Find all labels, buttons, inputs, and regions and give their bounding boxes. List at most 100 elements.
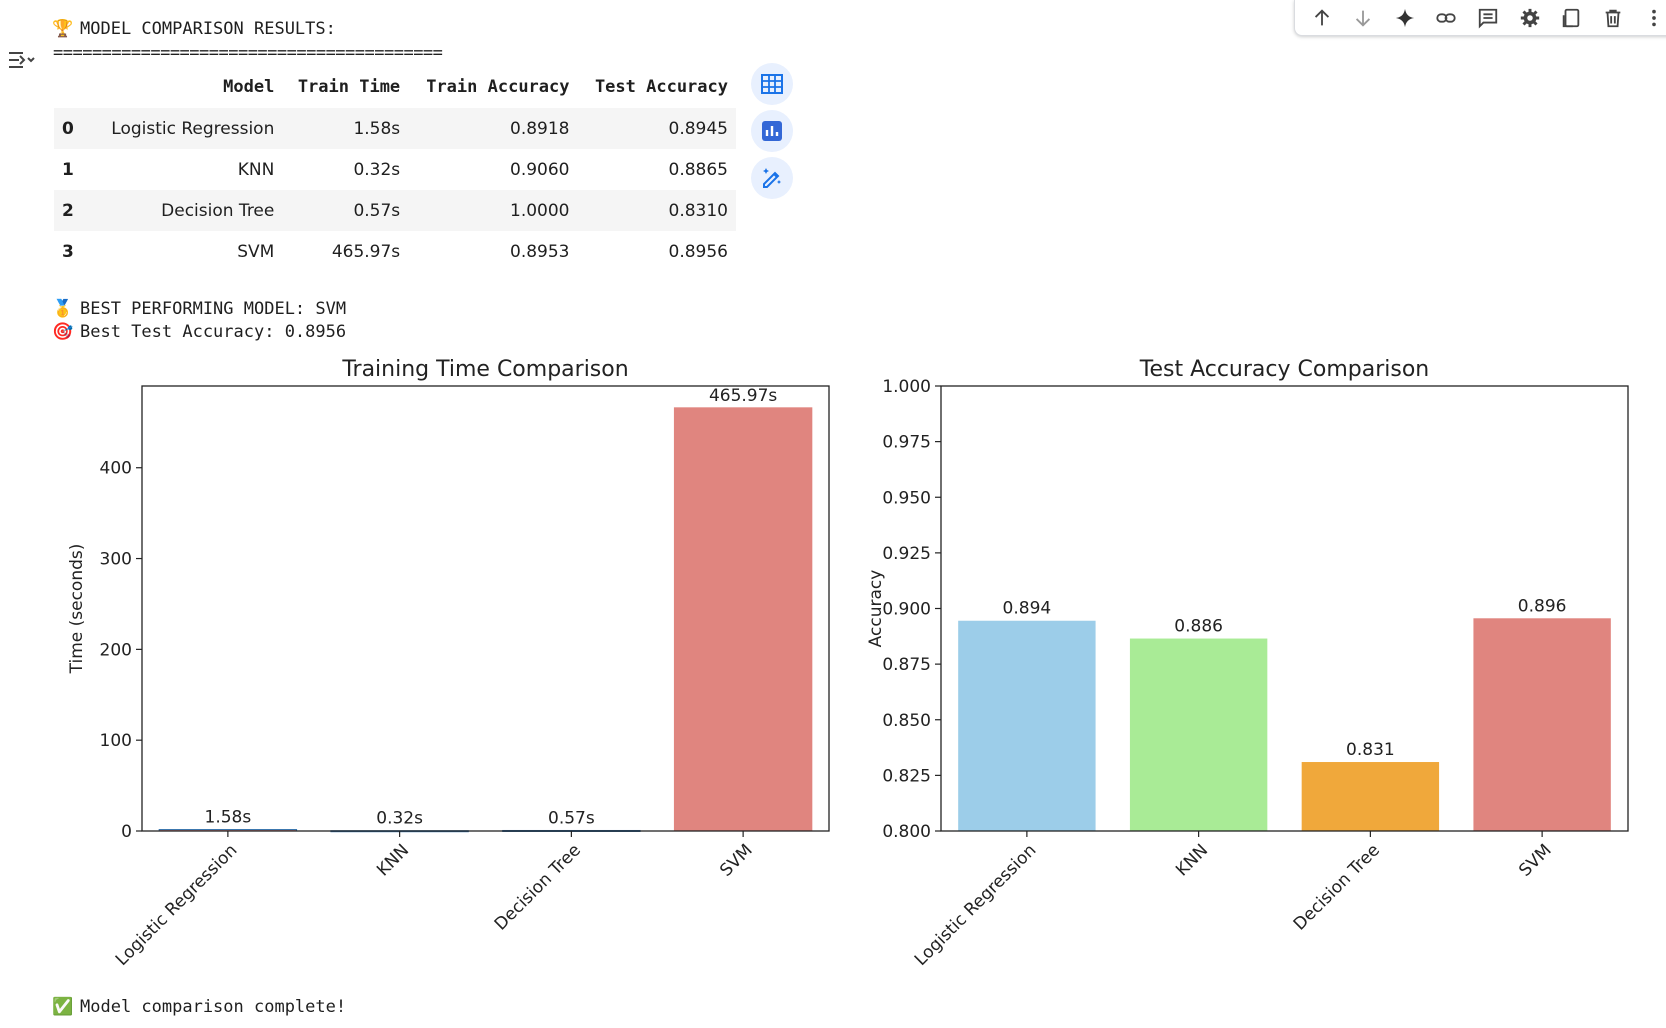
y-tick-label: 100 xyxy=(100,731,132,751)
output-actions-icon[interactable] xyxy=(6,46,36,74)
target-icon: 🎯 xyxy=(52,322,74,342)
medal-icon: 🥇 xyxy=(52,299,74,319)
completion-message: ✅ Model comparison complete! xyxy=(52,997,347,1017)
x-tick-label: Logistic Regression xyxy=(112,840,241,969)
y-axis-label: Accuracy xyxy=(866,570,886,648)
y-tick-label: 0.950 xyxy=(882,488,931,508)
magic-pen-icon xyxy=(763,168,781,188)
table-cell: 0.8865 xyxy=(668,159,728,180)
bar xyxy=(958,620,1096,831)
data-label: 0.896 xyxy=(1518,596,1567,616)
data-label: 0.57s xyxy=(548,808,595,828)
table-cell: 0.57s xyxy=(282,190,409,231)
y-tick-label: 0.925 xyxy=(882,544,931,564)
y-tick-label: 0.800 xyxy=(882,822,931,842)
bar-chart-icon xyxy=(762,121,782,141)
table-cell: 1.58s xyxy=(282,108,409,149)
column-header: Test Accuracy xyxy=(594,77,728,97)
row-index: 3 xyxy=(62,241,74,262)
x-tick-label: Decision Tree xyxy=(491,840,585,934)
bar xyxy=(1301,762,1440,831)
data-label: 465.97s xyxy=(709,386,777,406)
mirror-cell-icon[interactable] xyxy=(1552,2,1590,34)
y-tick-label: 300 xyxy=(100,550,132,570)
y-tick-label: 0.850 xyxy=(882,711,931,731)
table-row: 3 SVM 465.97s 0.8953 0.8956 xyxy=(54,231,736,272)
row-index: 2 xyxy=(54,190,92,231)
move-up-icon[interactable] xyxy=(1303,2,1341,34)
plot-frame xyxy=(940,385,1629,832)
check-mark-icon: ✅ xyxy=(52,997,74,1017)
x-tick-label: SVM xyxy=(716,840,756,880)
table-header-row: Model Train Time Train Accuracy Test Acc… xyxy=(54,68,736,108)
table-cell: KNN xyxy=(237,159,275,180)
best-model-line: 🥇 BEST PERFORMING MODEL: SVM xyxy=(52,299,347,319)
gemini-sparkle-icon[interactable] xyxy=(1386,2,1424,34)
plot-frame xyxy=(141,385,830,832)
y-tick-label: 200 xyxy=(100,640,132,660)
move-down-icon[interactable] xyxy=(1345,2,1383,34)
data-label: 1.58s xyxy=(205,808,252,828)
y-tick-label: 400 xyxy=(100,459,132,479)
data-label: 0.831 xyxy=(1346,740,1395,760)
y-tick-label: 0.875 xyxy=(882,655,931,675)
test-accuracy-chart: Test Accuracy Comparison Accuracy 0.800 0.8… xyxy=(866,357,1629,970)
bar xyxy=(1129,638,1268,831)
comment-icon[interactable] xyxy=(1469,2,1507,34)
y-axis-label: Time (seconds) xyxy=(67,544,87,675)
link-icon[interactable] xyxy=(1428,2,1466,34)
column-header: Model xyxy=(223,77,275,97)
row-index: 0 xyxy=(54,108,92,149)
training-time-chart: Training Time Comparison Time (seconds) 0 1… xyxy=(67,357,830,970)
x-tick-label: KNN xyxy=(373,840,413,880)
separator: ======================================== xyxy=(53,43,443,63)
suggest-charts-button[interactable] xyxy=(751,110,793,152)
y-tick-label: 0.975 xyxy=(882,433,931,453)
table-cell: 1.0000 xyxy=(408,190,578,231)
table-row: 0 Logistic Regression 1.58s 0.8918 0.894… xyxy=(54,108,736,149)
y-tick-label: 1.000 xyxy=(882,377,931,397)
table-cell: Logistic Regression xyxy=(92,108,283,149)
cell-toolbar xyxy=(1294,0,1666,36)
x-tick-label: KNN xyxy=(1172,840,1212,880)
table-row: 1 KNN 0.32s 0.9060 0.8865 xyxy=(54,149,736,190)
column-header: Train Time xyxy=(297,77,401,97)
column-header: Train Accuracy xyxy=(426,77,570,97)
table-cell: 0.8956 xyxy=(668,241,728,262)
y-tick-label: 0 xyxy=(121,822,132,842)
table-cell: 0.32s xyxy=(353,159,401,180)
more-vert-icon[interactable] xyxy=(1636,2,1666,34)
chart-title: Training Time Comparison xyxy=(341,357,628,382)
x-tick-label: Decision Tree xyxy=(1290,840,1384,934)
results-dataframe: Model Train Time Train Accuracy Test Acc… xyxy=(54,68,736,272)
gear-icon[interactable] xyxy=(1511,2,1549,34)
trophy-icon: 🏆 xyxy=(52,19,74,39)
table-cell: 0.8918 xyxy=(408,108,578,149)
comparison-charts: Training Time Comparison Time (seconds) 0 1… xyxy=(67,357,1629,970)
table-cell: 0.8945 xyxy=(577,108,736,149)
data-label: 0.32s xyxy=(376,809,423,829)
column-header xyxy=(54,68,92,108)
table-cell: 0.8310 xyxy=(577,190,736,231)
x-tick-label: SVM xyxy=(1515,840,1555,880)
y-tick-label: 0.825 xyxy=(882,766,931,786)
table-cell: 0.8953 xyxy=(510,241,570,262)
bar xyxy=(673,407,813,832)
row-index: 1 xyxy=(62,159,74,180)
best-accuracy-line: 🎯 Best Test Accuracy: 0.8956 xyxy=(52,322,347,342)
data-label: 0.894 xyxy=(1003,599,1052,619)
delete-icon[interactable] xyxy=(1594,2,1632,34)
x-tick-label: Logistic Regression xyxy=(911,840,1040,969)
table-cell: Decision Tree xyxy=(92,190,283,231)
table-row: 2 Decision Tree 0.57s 1.0000 0.8310 xyxy=(54,190,736,231)
table-cell: SVM xyxy=(237,241,275,262)
results-header: 🏆 MODEL COMPARISON RESULTS: xyxy=(52,19,336,39)
bar xyxy=(1473,618,1611,831)
convert-to-interactive-table-button[interactable] xyxy=(751,63,793,105)
table-icon xyxy=(761,74,783,94)
table-cell: 465.97s xyxy=(331,241,401,262)
data-label: 0.886 xyxy=(1174,617,1223,637)
table-cell: 0.9060 xyxy=(510,159,570,180)
y-tick-label: 0.900 xyxy=(882,600,931,620)
generate-code-button[interactable] xyxy=(751,157,793,199)
